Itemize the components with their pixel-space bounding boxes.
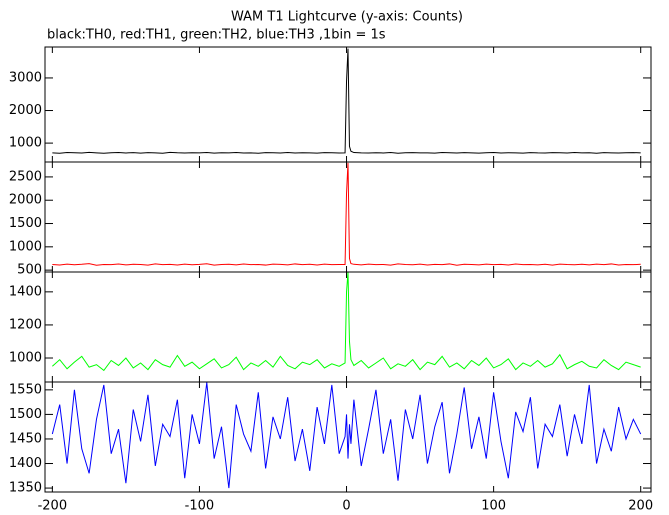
data-line — [52, 162, 641, 266]
y-tick-label: 1450 — [9, 431, 42, 446]
y-tick-label: 2000 — [9, 103, 42, 118]
y-tick-label: 2000 — [9, 193, 42, 208]
x-tick-label: -200 — [38, 499, 68, 514]
y-tick-label: 3000 — [9, 70, 42, 85]
y-tick-label: 1500 — [9, 216, 42, 231]
x-tick-label: 0 — [342, 499, 350, 514]
data-line — [51, 382, 642, 489]
y-tick-label: 1500 — [9, 407, 42, 422]
y-tick-label: 1000 — [9, 351, 42, 366]
y-tick-label: 1400 — [9, 456, 42, 471]
y-tick-label: 500 — [17, 263, 42, 278]
y-tick-label: 1000 — [9, 136, 42, 151]
chart-subtitle: black:TH0, red:TH1, green:TH2, blue:TH3 … — [47, 28, 386, 43]
y-tick-label: 2500 — [9, 169, 42, 184]
x-tick-label: 100 — [481, 499, 506, 514]
y-tick-label: 1550 — [9, 382, 42, 397]
x-tick-label: -100 — [185, 499, 215, 514]
x-tick-label: 200 — [628, 499, 653, 514]
y-tick-label: 1400 — [9, 284, 42, 299]
y-tick-label: 1200 — [9, 317, 42, 332]
panel-frame — [44, 381, 652, 493]
data-line — [52, 272, 641, 372]
y-tick-label: 1000 — [9, 239, 42, 254]
data-line — [52, 48, 641, 154]
y-tick-label: 1350 — [9, 481, 42, 496]
chart-title: WAM T1 Lightcurve (y-axis: Counts) — [231, 10, 463, 25]
